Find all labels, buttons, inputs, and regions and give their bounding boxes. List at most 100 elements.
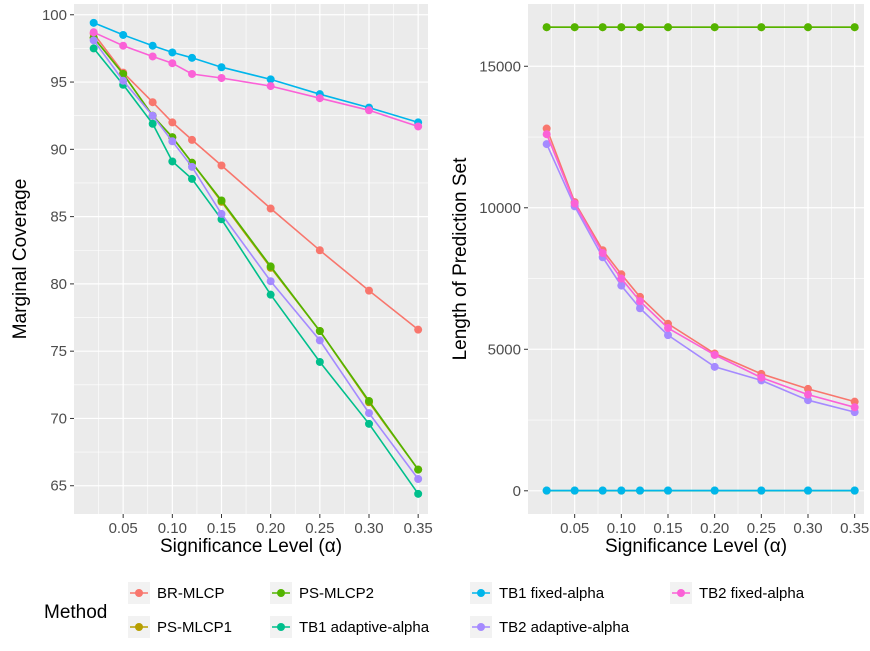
data-point xyxy=(148,111,157,120)
data-point xyxy=(664,331,672,340)
x-tick-label: 0.20 xyxy=(700,520,729,537)
data-point xyxy=(542,486,551,495)
data-point xyxy=(757,23,766,32)
data-point xyxy=(710,23,719,32)
legend-title: Method xyxy=(44,602,107,623)
data-point xyxy=(850,397,859,406)
data-point xyxy=(710,362,719,371)
data-point xyxy=(148,98,157,107)
legend-item: TB2 fixed-alpha xyxy=(670,582,805,604)
data-point xyxy=(664,486,672,495)
data-point xyxy=(266,262,275,271)
data-point xyxy=(542,140,551,149)
data-point xyxy=(148,41,157,50)
x-tick-label: 0.05 xyxy=(109,520,138,537)
y-tick-label: 10000 xyxy=(479,200,521,217)
data-point xyxy=(168,157,177,166)
legend-key-point xyxy=(135,623,143,631)
data-point xyxy=(804,486,812,495)
data-point xyxy=(850,23,859,32)
series-line xyxy=(93,39,419,480)
data-point xyxy=(188,69,196,78)
data-point xyxy=(119,76,128,85)
data-point xyxy=(804,396,812,405)
y-tick-label: 100 xyxy=(42,7,67,24)
series-line xyxy=(93,37,419,471)
y-tick-label: 70 xyxy=(50,410,67,427)
series-group xyxy=(89,18,423,498)
x-tick-label: 0.25 xyxy=(305,520,334,537)
y-tick-label: 75 xyxy=(50,343,67,360)
data-point xyxy=(570,199,579,208)
data-point xyxy=(365,419,373,428)
series-group xyxy=(542,23,859,495)
data-point xyxy=(315,94,324,103)
legend-label: BR-MLCP xyxy=(157,585,225,602)
legend-key-point xyxy=(277,589,285,597)
data-point xyxy=(617,23,626,32)
data-point xyxy=(664,23,672,32)
data-point xyxy=(365,106,373,115)
data-point xyxy=(188,174,196,183)
data-point xyxy=(570,486,579,495)
data-point xyxy=(636,23,644,32)
series-tb2-fixed-alpha xyxy=(542,130,859,412)
data-point xyxy=(414,122,423,131)
x-tick-label: 0.05 xyxy=(560,520,589,537)
data-point xyxy=(636,486,644,495)
x-tick-label: 0.10 xyxy=(607,520,636,537)
y-axis-title: Length of Prediction Set xyxy=(450,157,471,361)
series-line xyxy=(545,133,855,409)
data-point xyxy=(315,336,324,345)
x-tick-label: 0.30 xyxy=(793,520,822,537)
data-point xyxy=(617,486,626,495)
legend-item: PS-MLCP2 xyxy=(270,582,374,604)
data-point xyxy=(542,23,551,32)
data-point xyxy=(598,23,607,32)
data-point xyxy=(266,290,275,299)
panel-length: 0.05 0.10 0.15 0.20 0.25 0.30 0.35 0 5000 10000 15… xyxy=(450,4,869,557)
data-point xyxy=(266,82,275,91)
legend-item: PS-MLCP1 xyxy=(128,616,232,638)
data-point xyxy=(804,384,812,393)
legend-key-point xyxy=(477,623,485,631)
data-point xyxy=(804,390,812,399)
data-point xyxy=(89,44,98,53)
data-point xyxy=(148,52,157,61)
x-tick-label: 0.35 xyxy=(404,520,433,537)
y-tick-label: 65 xyxy=(50,478,67,495)
legend-label: PS-MLCP1 xyxy=(157,619,232,636)
data-point xyxy=(710,486,719,495)
legend-key-point xyxy=(477,589,485,597)
data-point xyxy=(315,326,324,335)
y-tick-label: 0 xyxy=(513,483,521,500)
series-line xyxy=(93,22,419,124)
data-point xyxy=(664,324,672,333)
x-tick-label: 0.30 xyxy=(354,520,383,537)
legend-item: TB2 adaptive-alpha xyxy=(470,616,630,638)
data-point xyxy=(617,281,626,290)
y-tick-label: 85 xyxy=(50,209,67,226)
series-line xyxy=(93,47,419,495)
data-point xyxy=(365,409,373,418)
series-tb1-fixed-alpha xyxy=(89,18,423,127)
legend-item: TB1 adaptive-alpha xyxy=(270,616,430,638)
data-point xyxy=(598,486,607,495)
series-tb2-adaptive-alpha xyxy=(89,36,423,484)
legend-items: BR-MLCP PS-MLCP1 PS-MLCP2 TB1 adaptive-alph… xyxy=(128,582,805,638)
data-point xyxy=(850,403,859,412)
data-point xyxy=(217,74,226,83)
data-point xyxy=(315,357,324,366)
x-axis-title: Significance Level (α) xyxy=(160,536,342,557)
x-tick-label: 0.20 xyxy=(256,520,285,537)
data-point xyxy=(89,18,98,27)
legend-label: TB2 adaptive-alpha xyxy=(499,619,630,636)
data-point xyxy=(598,249,607,258)
data-point xyxy=(266,277,275,286)
data-point xyxy=(757,486,766,495)
x-tick-label: 0.35 xyxy=(840,520,869,537)
series-tb2-fixed-alpha xyxy=(89,28,423,131)
x-tick-label: 0.15 xyxy=(653,520,682,537)
data-point xyxy=(365,396,373,405)
data-point xyxy=(414,325,423,334)
